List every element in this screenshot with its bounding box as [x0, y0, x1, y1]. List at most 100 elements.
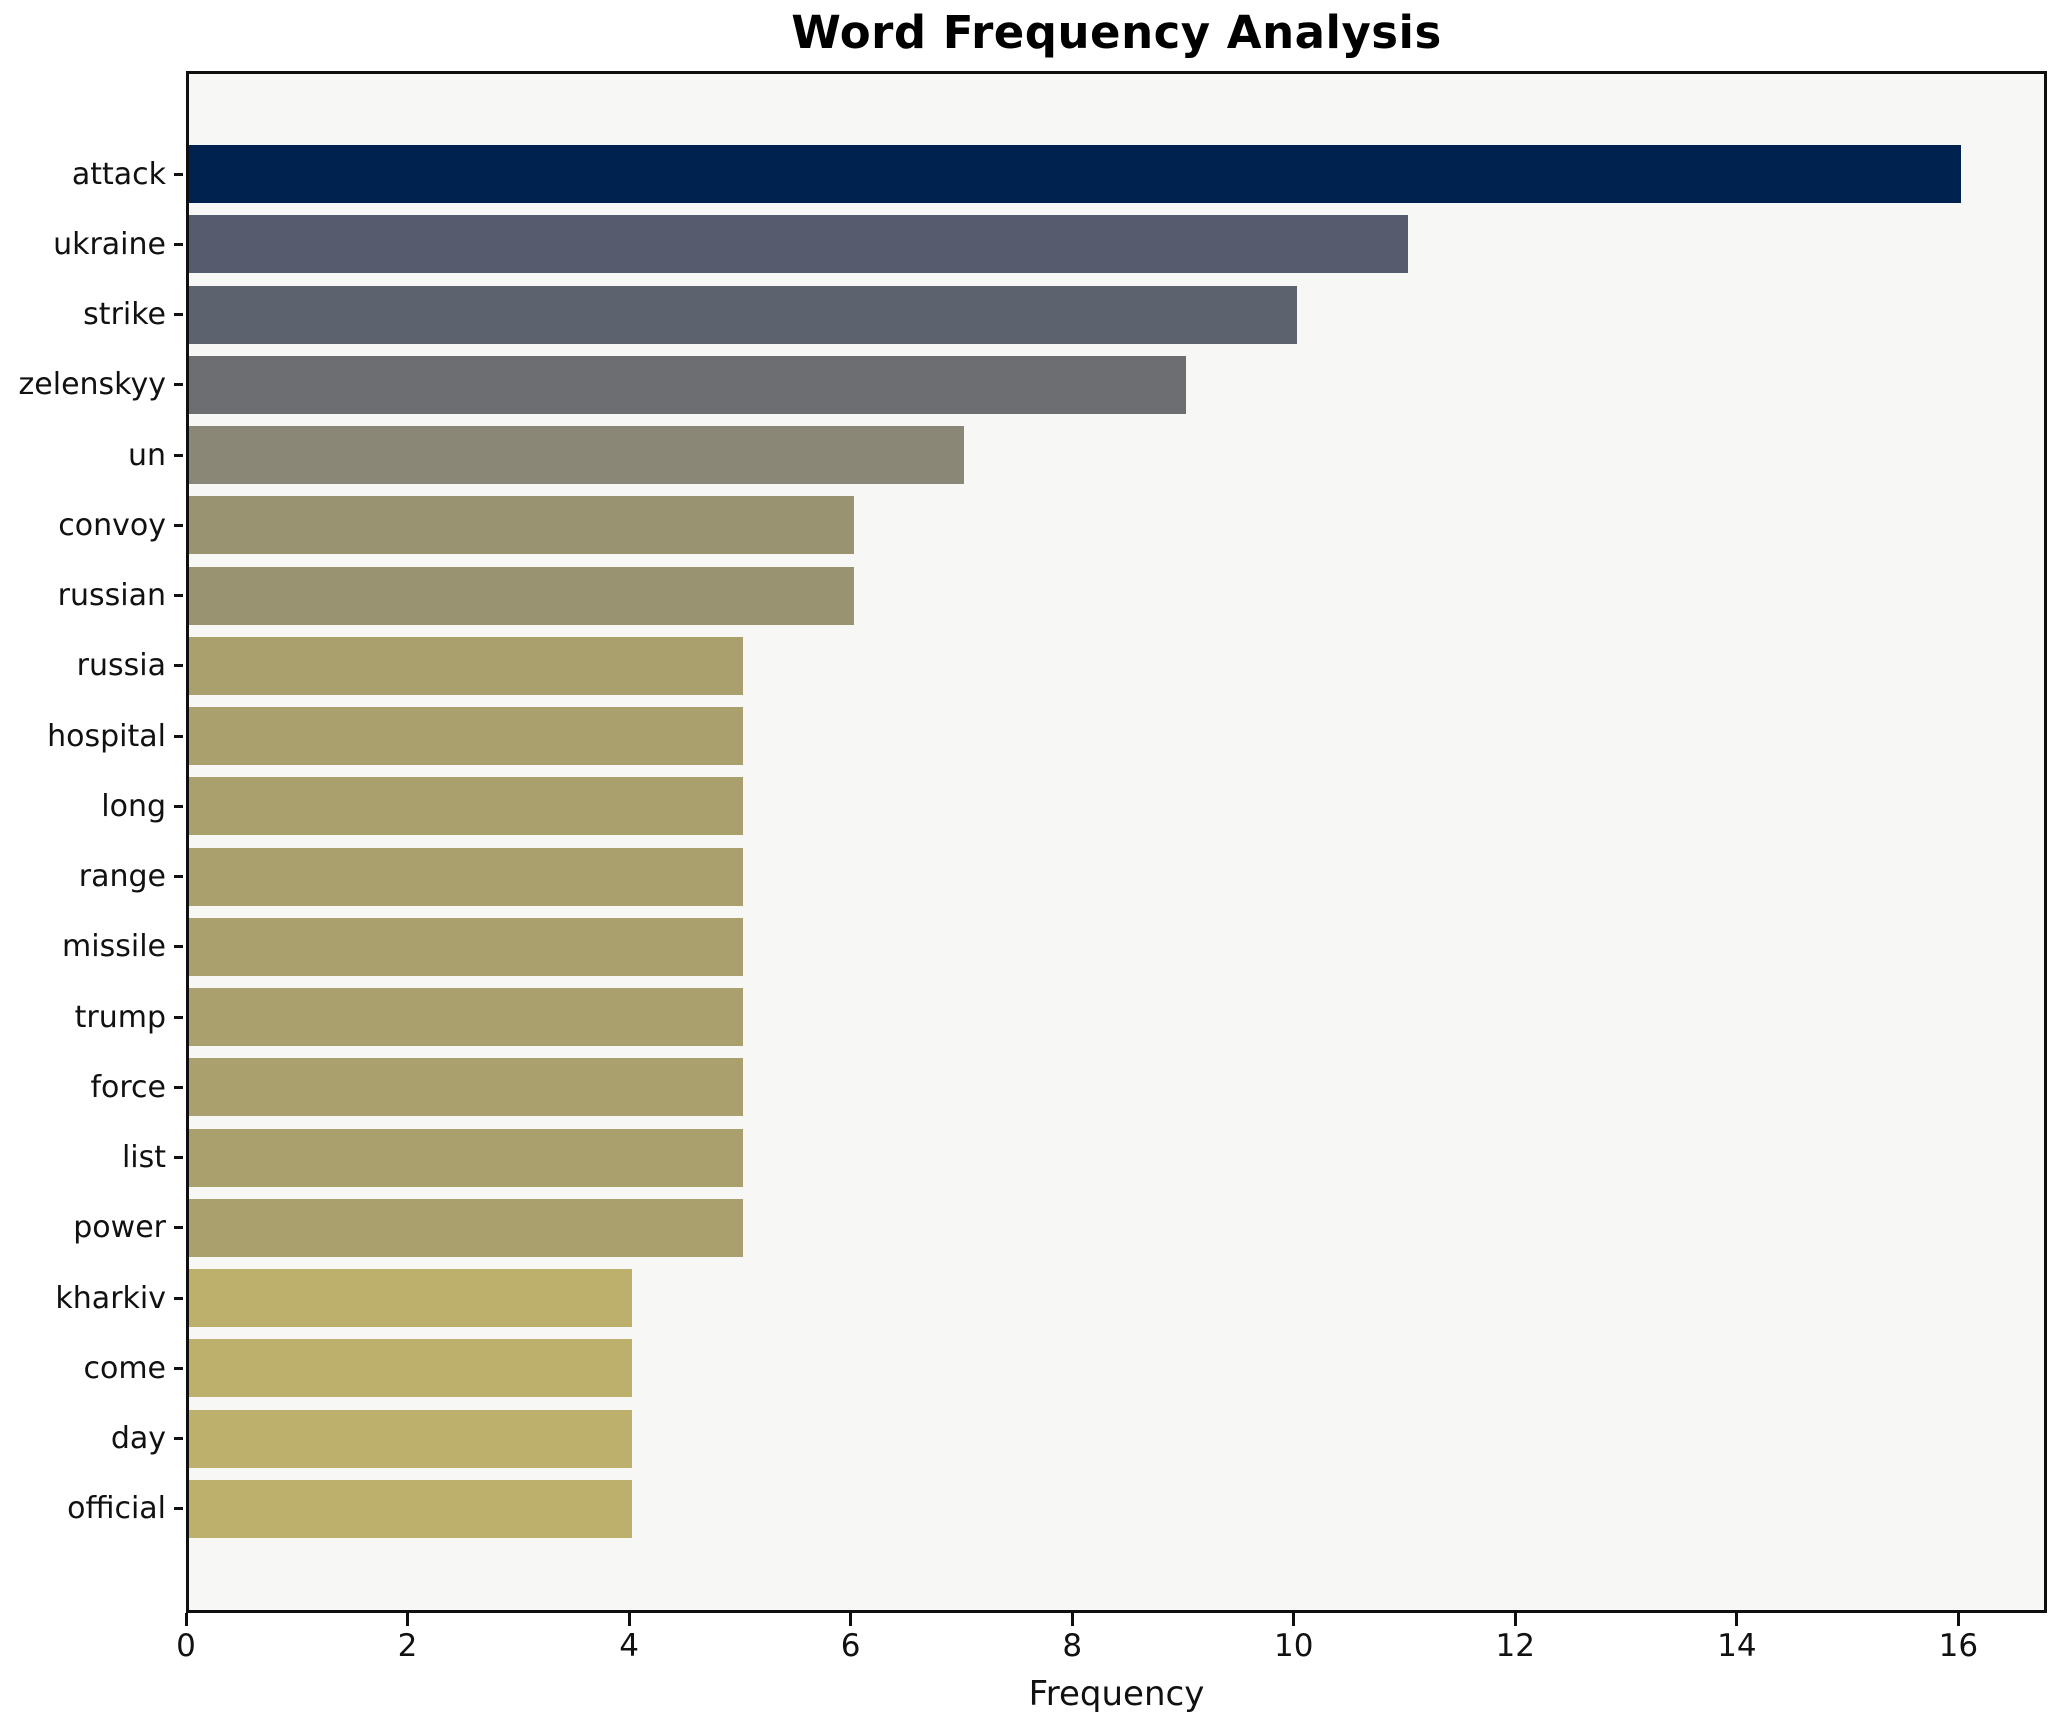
- frequency-bar: [189, 917, 743, 976]
- bar-row: come: [0, 1339, 2047, 1398]
- y-tick-mark: [174, 1085, 183, 1089]
- y-tick-mark: [174, 1437, 183, 1440]
- y-tick-label: force: [90, 1069, 166, 1105]
- frequency-bar: [189, 496, 854, 555]
- bar-row: range: [0, 847, 2047, 906]
- y-tick-mark: [174, 172, 183, 176]
- y-tick-label: un: [127, 437, 166, 473]
- frequency-bar: [189, 566, 854, 625]
- y-tick-label: russian: [57, 578, 166, 613]
- y-tick-mark: [174, 1366, 183, 1370]
- x-tick-mark: [1735, 1613, 1739, 1626]
- chart-title: Word Frequency Analysis: [791, 6, 1442, 59]
- bar-row: attack: [0, 145, 2047, 203]
- x-tick-mark: [406, 1613, 410, 1626]
- y-tick-mark: [174, 594, 183, 597]
- frequency-bar: [189, 426, 964, 484]
- y-tick-label: range: [78, 859, 166, 894]
- x-tick-label: 0: [176, 1628, 196, 1664]
- x-tick-mark: [1292, 1613, 1296, 1626]
- x-tick-label: 14: [1717, 1628, 1757, 1664]
- bar-row: kharkiv: [0, 1269, 2047, 1327]
- y-tick-mark: [174, 1296, 183, 1300]
- x-tick-label: 12: [1495, 1628, 1536, 1664]
- bar-row: day: [0, 1409, 2047, 1468]
- y-tick-mark: [174, 383, 183, 387]
- bar-row: un: [0, 426, 2047, 484]
- y-tick-mark: [174, 1015, 183, 1019]
- bar-row: long: [0, 777, 2047, 836]
- y-tick-label: kharkiv: [55, 1280, 166, 1316]
- bar-row: zelenskyy: [0, 355, 2047, 414]
- y-tick-mark: [174, 734, 183, 738]
- frequency-bar: [189, 1339, 632, 1398]
- frequency-bar: [189, 707, 743, 765]
- y-tick-mark: [174, 664, 183, 668]
- bar-row: russian: [0, 566, 2047, 625]
- x-tick-mark: [849, 1613, 853, 1626]
- x-axis-title: Frequency: [1028, 1674, 1205, 1714]
- y-tick-label: attack: [71, 156, 166, 192]
- x-tick-label: 8: [1062, 1628, 1083, 1664]
- x-tick-mark: [627, 1613, 631, 1626]
- bar-row: convoy: [0, 496, 2047, 555]
- frequency-bar: [189, 1479, 632, 1538]
- y-tick-label: list: [121, 1140, 166, 1175]
- frequency-bar: [189, 1128, 743, 1187]
- bar-row: missile: [0, 917, 2047, 976]
- y-tick-label: long: [101, 788, 166, 824]
- bar-row: ukraine: [0, 215, 2047, 274]
- frequency-bar: [189, 355, 1186, 414]
- x-tick-mark: [1070, 1613, 1074, 1626]
- frequency-bar: [189, 988, 743, 1046]
- y-tick-label: day: [110, 1421, 166, 1456]
- y-tick-label: missile: [62, 929, 166, 965]
- x-tick-mark: [1956, 1613, 1960, 1626]
- frequency-bar: [189, 777, 743, 836]
- bar-row: official: [0, 1479, 2047, 1538]
- x-tick-label: 16: [1938, 1628, 1979, 1664]
- y-tick-mark: [174, 1226, 183, 1230]
- bar-row: strike: [0, 285, 2047, 344]
- frequency-bar: [189, 1198, 743, 1257]
- frequency-bar: [189, 1269, 632, 1327]
- y-tick-label: zelenskyy: [18, 367, 166, 403]
- y-tick-mark: [174, 875, 183, 878]
- y-tick-mark: [174, 1507, 183, 1511]
- y-tick-label: power: [73, 1210, 166, 1246]
- y-tick-label: ukraine: [53, 226, 166, 262]
- frequency-bar: [189, 145, 1961, 203]
- x-tick-label: 2: [397, 1628, 418, 1664]
- x-tick-mark: [184, 1613, 188, 1626]
- y-tick-label: trump: [74, 999, 166, 1035]
- bar-row: trump: [0, 988, 2047, 1046]
- x-tick-mark: [1513, 1613, 1517, 1626]
- bar-row: hospital: [0, 707, 2047, 765]
- y-tick-mark: [174, 945, 183, 949]
- y-tick-label: official: [67, 1491, 166, 1527]
- y-tick-label: hospital: [47, 718, 166, 754]
- y-tick-mark: [174, 313, 183, 316]
- bar-row: force: [0, 1058, 2047, 1117]
- y-tick-label: come: [83, 1350, 166, 1386]
- frequency-bar: [189, 215, 1408, 274]
- y-tick-mark: [174, 804, 183, 808]
- frequency-bar: [189, 1409, 632, 1468]
- frequency-bar: [189, 1058, 743, 1117]
- x-tick-label: 4: [619, 1628, 639, 1664]
- bar-rows: attack ukraine strike zelenskyy un convoy russ…: [0, 71, 2047, 1613]
- y-tick-mark: [174, 1156, 183, 1159]
- y-tick-mark: [174, 523, 183, 527]
- frequency-bar: [189, 636, 743, 695]
- x-tick-label: 10: [1274, 1628, 1314, 1664]
- x-tick-label: 6: [840, 1628, 861, 1664]
- bar-row: list: [0, 1128, 2047, 1187]
- bar-row: russia: [0, 636, 2047, 695]
- frequency-bar: [189, 847, 743, 906]
- frequency-bar: [189, 285, 1297, 344]
- y-tick-label: convoy: [58, 507, 166, 543]
- y-tick-mark: [174, 242, 183, 246]
- y-tick-mark: [174, 453, 183, 457]
- y-tick-label: russia: [76, 648, 166, 684]
